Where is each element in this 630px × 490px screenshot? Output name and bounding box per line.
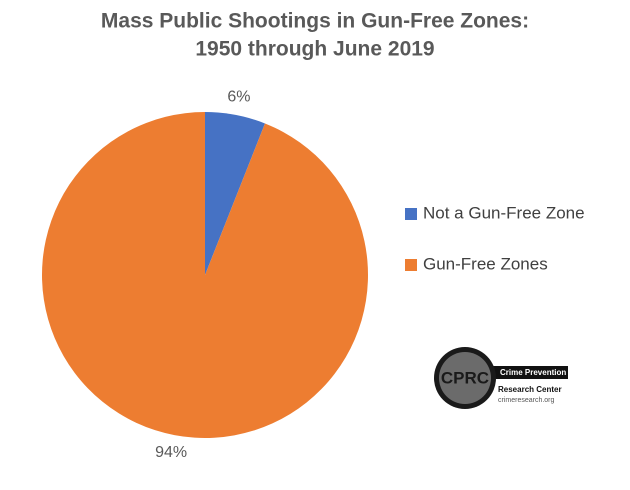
chart-title: Mass Public Shootings in Gun-Free Zones: bbox=[101, 10, 529, 33]
logo-url: crimeresearch.org bbox=[498, 397, 555, 404]
legend-swatch bbox=[405, 259, 417, 271]
pie-slice bbox=[205, 112, 266, 275]
pie-slice bbox=[42, 112, 368, 438]
logo-circle-inner bbox=[439, 352, 491, 404]
value-label: 6% bbox=[227, 88, 250, 105]
logo-name: Crime Prevention bbox=[500, 368, 566, 377]
legend-swatch bbox=[405, 208, 417, 220]
chart-title: 1950 through June 2019 bbox=[195, 38, 434, 61]
logo-mark: CPRC bbox=[441, 368, 489, 387]
logo-bar bbox=[478, 366, 568, 379]
legend-label: Not a Gun-Free Zone bbox=[423, 203, 585, 222]
logo-name: Research Center bbox=[498, 385, 562, 394]
value-label: 94% bbox=[155, 444, 187, 461]
logo: CPRC Crime Prevention Research Center cr… bbox=[434, 347, 568, 409]
legend-label: Gun-Free Zones bbox=[423, 254, 548, 273]
